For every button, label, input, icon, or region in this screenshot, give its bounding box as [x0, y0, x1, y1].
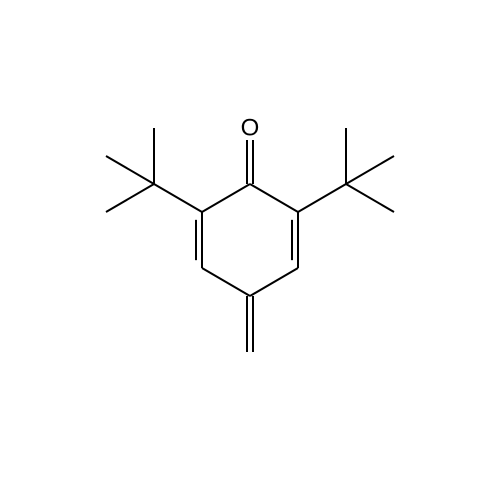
bond	[346, 184, 394, 212]
bond	[106, 156, 154, 184]
bond	[202, 268, 250, 296]
bond	[106, 184, 154, 212]
bond	[250, 184, 298, 212]
atom-label: O	[241, 115, 260, 142]
bond	[154, 184, 202, 212]
bond	[202, 184, 250, 212]
bond	[346, 156, 394, 184]
bond	[250, 268, 298, 296]
bond	[298, 184, 346, 212]
chemical-structure: O	[0, 0, 500, 500]
